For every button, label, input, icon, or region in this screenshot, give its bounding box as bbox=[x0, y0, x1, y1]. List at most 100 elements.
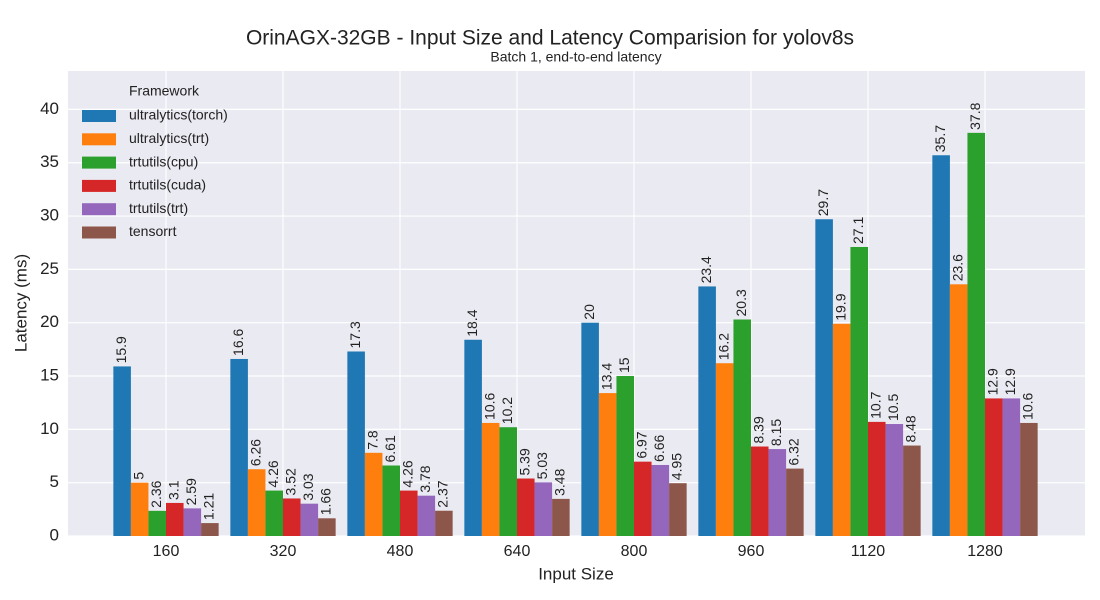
bar bbox=[885, 424, 904, 536]
bar bbox=[534, 482, 553, 536]
legend-swatch bbox=[82, 133, 116, 146]
value-label: 20.3 bbox=[733, 289, 749, 316]
bar bbox=[183, 508, 202, 536]
value-label: 2.37 bbox=[435, 480, 451, 507]
bar bbox=[499, 427, 517, 536]
x-tick-label: 1280 bbox=[967, 543, 1003, 560]
value-label: 23.6 bbox=[949, 254, 965, 281]
bar bbox=[552, 498, 570, 536]
value-label: 16.2 bbox=[715, 333, 731, 360]
bar bbox=[598, 393, 617, 536]
bar bbox=[903, 445, 921, 536]
bar bbox=[850, 246, 868, 536]
legend-swatch bbox=[82, 226, 116, 239]
value-label: 6.61 bbox=[382, 435, 398, 462]
value-label: 4.95 bbox=[669, 453, 685, 480]
legend-swatch bbox=[82, 110, 116, 122]
bar bbox=[201, 523, 219, 536]
x-tick-label: 640 bbox=[504, 543, 531, 560]
bar bbox=[166, 502, 184, 536]
value-label: 17.3 bbox=[347, 321, 363, 348]
bar bbox=[113, 366, 131, 536]
value-label: 23.4 bbox=[698, 256, 714, 283]
value-label: 4.26 bbox=[399, 460, 415, 487]
x-tick-label: 800 bbox=[621, 543, 648, 560]
value-label: 15.9 bbox=[113, 336, 129, 363]
bar bbox=[1020, 422, 1038, 536]
value-label: 20 bbox=[581, 304, 597, 320]
x-axis-label: Input Size bbox=[538, 564, 614, 583]
legend-label: trtutils(cpu) bbox=[129, 153, 198, 169]
y-tick-label: 40 bbox=[40, 99, 59, 118]
bar bbox=[130, 482, 149, 536]
value-label: 6.26 bbox=[247, 439, 263, 466]
bar bbox=[985, 398, 1003, 536]
value-label: 10.6 bbox=[1020, 392, 1036, 419]
value-label: 3.78 bbox=[417, 465, 433, 492]
value-label: 5.03 bbox=[534, 452, 550, 479]
y-tick-label: 5 bbox=[50, 472, 59, 491]
value-label: 29.7 bbox=[815, 189, 831, 216]
bar bbox=[733, 319, 751, 536]
chart-title: OrinAGX-32GB - Input Size and Latency Co… bbox=[246, 27, 854, 50]
bar bbox=[283, 498, 301, 536]
value-label: 8.39 bbox=[750, 416, 766, 443]
y-tick-label: 15 bbox=[40, 366, 59, 385]
legend-title: Framework bbox=[129, 83, 200, 99]
value-label: 10.6 bbox=[481, 392, 497, 419]
bar bbox=[581, 322, 599, 536]
bar bbox=[768, 449, 787, 536]
value-label: 6.32 bbox=[786, 438, 802, 465]
legend-swatch bbox=[82, 179, 116, 192]
value-label: 5 bbox=[130, 472, 146, 480]
bar bbox=[949, 284, 968, 536]
value-label: 13.4 bbox=[598, 363, 614, 390]
bar bbox=[417, 495, 436, 536]
value-label: 10.7 bbox=[867, 391, 883, 418]
value-label: 6.97 bbox=[633, 431, 649, 458]
value-label: 18.4 bbox=[464, 309, 480, 336]
legend-swatch bbox=[82, 203, 116, 216]
bar bbox=[715, 363, 734, 536]
y-axis-label: Latency (ms) bbox=[11, 254, 30, 352]
value-label: 12.9 bbox=[1002, 368, 1018, 395]
bar bbox=[347, 351, 365, 536]
y-tick-label: 20 bbox=[40, 312, 59, 331]
bar bbox=[464, 339, 482, 536]
bar bbox=[815, 219, 833, 536]
value-label: 3.48 bbox=[552, 468, 568, 495]
value-label: 19.9 bbox=[832, 293, 848, 320]
bar bbox=[616, 376, 634, 536]
value-label: 7.8 bbox=[364, 430, 380, 450]
value-label: 35.7 bbox=[932, 125, 948, 152]
value-label: 1.21 bbox=[201, 493, 217, 520]
chart-subtitle: Batch 1, end-to-end latency bbox=[490, 49, 661, 65]
y-tick-label: 35 bbox=[40, 152, 59, 171]
bar bbox=[751, 446, 769, 536]
bar bbox=[669, 483, 687, 536]
bar bbox=[1002, 398, 1021, 536]
value-label: 1.66 bbox=[318, 488, 334, 515]
value-label: 15 bbox=[616, 357, 632, 373]
value-label: 12.9 bbox=[984, 368, 1000, 395]
bar bbox=[247, 469, 266, 536]
value-label: 10.5 bbox=[885, 394, 901, 421]
value-label: 27.1 bbox=[850, 217, 866, 244]
value-label: 16.6 bbox=[230, 328, 246, 355]
bar bbox=[932, 155, 950, 537]
value-label: 2.36 bbox=[148, 480, 164, 507]
bar bbox=[382, 465, 400, 536]
bar bbox=[300, 503, 319, 536]
value-label: 37.8 bbox=[967, 102, 983, 129]
legend-swatch bbox=[82, 156, 116, 169]
value-label: 10.2 bbox=[499, 397, 515, 424]
y-tick-label: 10 bbox=[40, 419, 59, 438]
value-label: 5.39 bbox=[516, 448, 532, 475]
bar bbox=[698, 286, 716, 536]
bar bbox=[230, 358, 248, 536]
bar bbox=[832, 323, 851, 536]
bar bbox=[435, 510, 453, 536]
x-tick-label: 160 bbox=[153, 543, 180, 560]
value-label: 8.48 bbox=[903, 415, 919, 442]
